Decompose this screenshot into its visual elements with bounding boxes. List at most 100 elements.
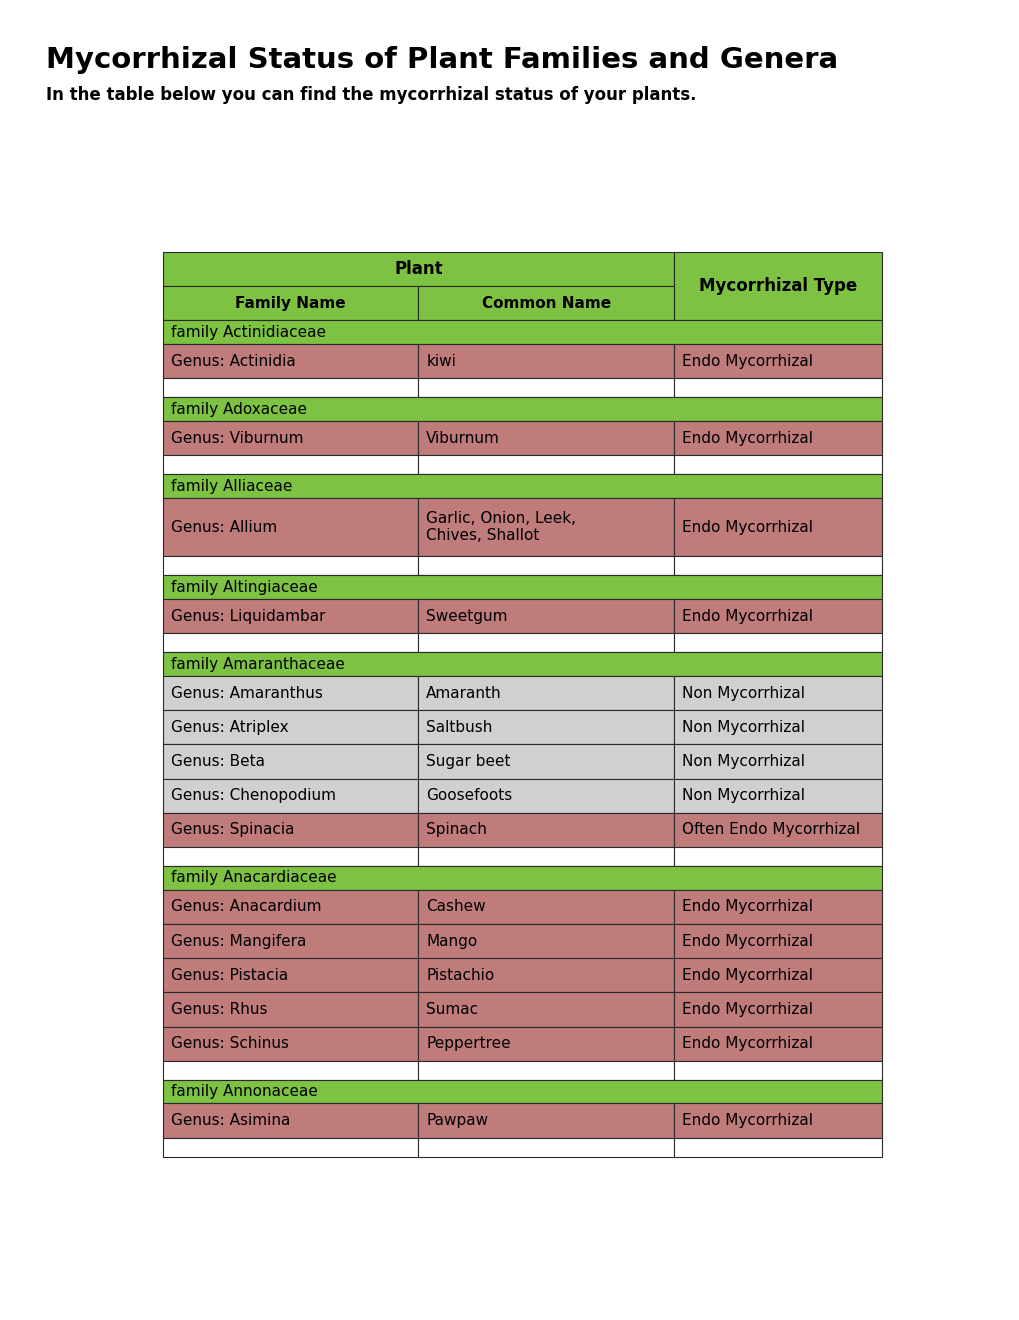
Text: Genus: Asimina: Genus: Asimina <box>171 1113 290 1129</box>
FancyBboxPatch shape <box>418 379 674 397</box>
Text: Pistachio: Pistachio <box>426 968 494 983</box>
Text: Genus: Actinidia: Genus: Actinidia <box>171 354 296 368</box>
FancyBboxPatch shape <box>163 345 418 379</box>
Text: Sugar beet: Sugar beet <box>426 754 511 770</box>
Text: Mycorrhizal Status of Plant Families and Genera: Mycorrhizal Status of Plant Families and… <box>46 46 838 74</box>
FancyBboxPatch shape <box>418 744 674 779</box>
FancyBboxPatch shape <box>163 1061 418 1080</box>
FancyBboxPatch shape <box>418 1061 674 1080</box>
FancyBboxPatch shape <box>418 421 674 455</box>
FancyBboxPatch shape <box>418 455 674 474</box>
FancyBboxPatch shape <box>163 779 418 813</box>
FancyBboxPatch shape <box>418 993 674 1027</box>
FancyBboxPatch shape <box>163 576 881 599</box>
FancyBboxPatch shape <box>163 455 418 474</box>
FancyBboxPatch shape <box>163 599 418 634</box>
Text: Endo Mycorrhizal: Endo Mycorrhizal <box>681 1002 812 1016</box>
FancyBboxPatch shape <box>418 890 674 924</box>
Text: Common Name: Common Name <box>481 296 610 310</box>
FancyBboxPatch shape <box>418 1104 674 1138</box>
Text: Genus: Atriplex: Genus: Atriplex <box>171 719 288 735</box>
FancyBboxPatch shape <box>674 1104 881 1138</box>
FancyBboxPatch shape <box>418 556 674 576</box>
Text: Garlic, Onion, Leek,
Chives, Shallot: Garlic, Onion, Leek, Chives, Shallot <box>426 511 576 544</box>
Text: Endo Mycorrhizal: Endo Mycorrhizal <box>681 899 812 915</box>
Text: family Adoxaceae: family Adoxaceae <box>171 401 307 417</box>
FancyBboxPatch shape <box>418 1138 674 1156</box>
Text: Cashew: Cashew <box>426 899 485 915</box>
Text: Genus: Pistacia: Genus: Pistacia <box>171 968 288 983</box>
Text: Saltbush: Saltbush <box>426 719 492 735</box>
FancyBboxPatch shape <box>163 421 418 455</box>
FancyBboxPatch shape <box>674 710 881 744</box>
Text: Endo Mycorrhizal: Endo Mycorrhizal <box>681 520 812 535</box>
FancyBboxPatch shape <box>674 890 881 924</box>
FancyBboxPatch shape <box>163 676 418 710</box>
FancyBboxPatch shape <box>163 1027 418 1061</box>
Text: Genus: Schinus: Genus: Schinus <box>171 1036 288 1051</box>
FancyBboxPatch shape <box>418 599 674 634</box>
FancyBboxPatch shape <box>418 286 674 321</box>
FancyBboxPatch shape <box>163 1080 881 1104</box>
FancyBboxPatch shape <box>163 1138 418 1156</box>
Text: Endo Mycorrhizal: Endo Mycorrhizal <box>681 354 812 368</box>
Text: Genus: Rhus: Genus: Rhus <box>171 1002 267 1016</box>
Text: Genus: Beta: Genus: Beta <box>171 754 265 770</box>
Text: Genus: Mangifera: Genus: Mangifera <box>171 933 306 949</box>
FancyBboxPatch shape <box>163 652 881 676</box>
Text: Peppertree: Peppertree <box>426 1036 511 1051</box>
Text: Spinach: Spinach <box>426 822 487 837</box>
FancyBboxPatch shape <box>674 1061 881 1080</box>
Text: Endo Mycorrhizal: Endo Mycorrhizal <box>681 1036 812 1051</box>
FancyBboxPatch shape <box>674 379 881 397</box>
Text: Endo Mycorrhizal: Endo Mycorrhizal <box>681 933 812 949</box>
FancyBboxPatch shape <box>163 474 881 498</box>
Text: Genus: Liquidambar: Genus: Liquidambar <box>171 609 325 623</box>
FancyBboxPatch shape <box>674 847 881 866</box>
Text: family Actinidiaceae: family Actinidiaceae <box>171 325 326 339</box>
FancyBboxPatch shape <box>418 634 674 652</box>
FancyBboxPatch shape <box>163 890 418 924</box>
FancyBboxPatch shape <box>163 813 418 847</box>
FancyBboxPatch shape <box>163 556 418 576</box>
Text: family Annonaceae: family Annonaceae <box>171 1084 318 1100</box>
FancyBboxPatch shape <box>163 634 418 652</box>
FancyBboxPatch shape <box>163 379 418 397</box>
Text: family Alliaceae: family Alliaceae <box>171 479 292 494</box>
Text: family Anacardiaceae: family Anacardiaceae <box>171 870 336 886</box>
FancyBboxPatch shape <box>163 710 418 744</box>
Text: Non Mycorrhizal: Non Mycorrhizal <box>681 754 804 770</box>
Text: family Altingiaceae: family Altingiaceae <box>171 579 317 594</box>
FancyBboxPatch shape <box>418 498 674 556</box>
FancyBboxPatch shape <box>418 710 674 744</box>
FancyBboxPatch shape <box>163 993 418 1027</box>
Text: Mango: Mango <box>426 933 477 949</box>
Text: kiwi: kiwi <box>426 354 455 368</box>
Text: Non Mycorrhizal: Non Mycorrhizal <box>681 788 804 803</box>
FancyBboxPatch shape <box>674 924 881 958</box>
FancyBboxPatch shape <box>674 421 881 455</box>
FancyBboxPatch shape <box>163 1104 418 1138</box>
Text: Viburnum: Viburnum <box>426 430 499 446</box>
FancyBboxPatch shape <box>674 676 881 710</box>
FancyBboxPatch shape <box>163 866 881 890</box>
FancyBboxPatch shape <box>674 455 881 474</box>
FancyBboxPatch shape <box>674 744 881 779</box>
Text: Non Mycorrhizal: Non Mycorrhizal <box>681 719 804 735</box>
Text: Often Endo Mycorrhizal: Often Endo Mycorrhizal <box>681 822 859 837</box>
FancyBboxPatch shape <box>674 599 881 634</box>
FancyBboxPatch shape <box>163 252 674 286</box>
Text: Endo Mycorrhizal: Endo Mycorrhizal <box>681 968 812 983</box>
FancyBboxPatch shape <box>163 286 418 321</box>
FancyBboxPatch shape <box>674 958 881 993</box>
Text: Genus: Allium: Genus: Allium <box>171 520 277 535</box>
FancyBboxPatch shape <box>418 958 674 993</box>
FancyBboxPatch shape <box>163 958 418 993</box>
FancyBboxPatch shape <box>418 847 674 866</box>
FancyBboxPatch shape <box>418 676 674 710</box>
FancyBboxPatch shape <box>674 345 881 379</box>
FancyBboxPatch shape <box>163 498 418 556</box>
Text: Goosefoots: Goosefoots <box>426 788 513 803</box>
Text: Pawpaw: Pawpaw <box>426 1113 488 1129</box>
Text: Sweetgum: Sweetgum <box>426 609 507 623</box>
